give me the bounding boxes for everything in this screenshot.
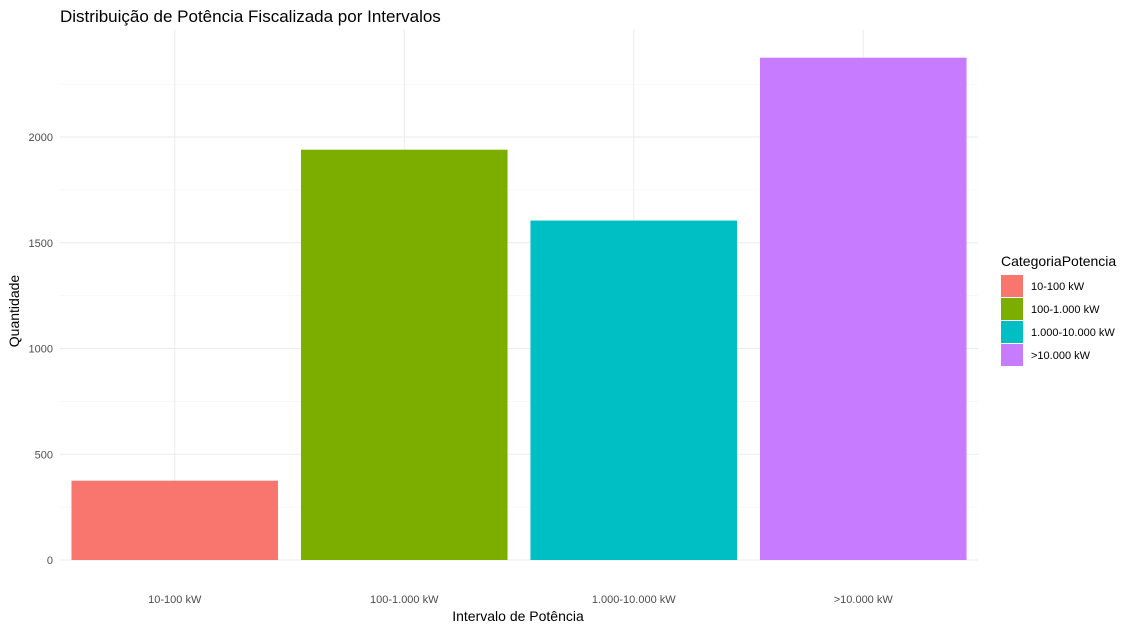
bar-2 — [300, 149, 508, 560]
y-tick-labels: 0 500 1000 1500 2000 — [29, 132, 53, 567]
x-axis-title: Intervalo de Potência — [452, 608, 584, 624]
bars — [71, 57, 967, 561]
y-tick-label: 2000 — [29, 132, 53, 144]
bar-3 — [530, 220, 738, 561]
bar-4 — [759, 57, 967, 560]
y-axis-title: Quantidade — [6, 275, 22, 348]
legend-label: 1.000-10.000 kW — [1031, 327, 1115, 339]
y-tick-label: 0 — [47, 555, 53, 567]
legend-key-3 — [1001, 321, 1023, 343]
legend-label: 100-1.000 kW — [1031, 304, 1100, 316]
x-tick-labels: 10-100 kW 100-1.000 kW 1.000-10.000 kW >10.… — [148, 594, 893, 606]
legend: CategoriaPotencia 10-100 kW 100-1.000 kW 1… — [1001, 253, 1116, 366]
x-tick-label: >10.000 kW — [834, 594, 894, 606]
legend-key-1 — [1001, 275, 1023, 297]
x-tick-label: 10-100 kW — [148, 594, 202, 606]
y-tick-label: 1500 — [29, 238, 53, 250]
y-tick-label: 1000 — [29, 344, 53, 356]
legend-label: >10.000 kW — [1031, 350, 1091, 362]
chart-title: Distribuição de Potência Fiscalizada por… — [60, 7, 441, 26]
legend-title: CategoriaPotencia — [1001, 253, 1116, 269]
bar-1 — [71, 480, 279, 560]
legend-key-2 — [1001, 298, 1023, 320]
y-tick-label: 500 — [35, 449, 53, 461]
x-tick-label: 100-1.000 kW — [370, 594, 439, 606]
legend-label: 10-100 kW — [1031, 281, 1085, 293]
x-tick-label: 1.000-10.000 kW — [592, 594, 676, 606]
legend-key-4 — [1001, 344, 1023, 366]
